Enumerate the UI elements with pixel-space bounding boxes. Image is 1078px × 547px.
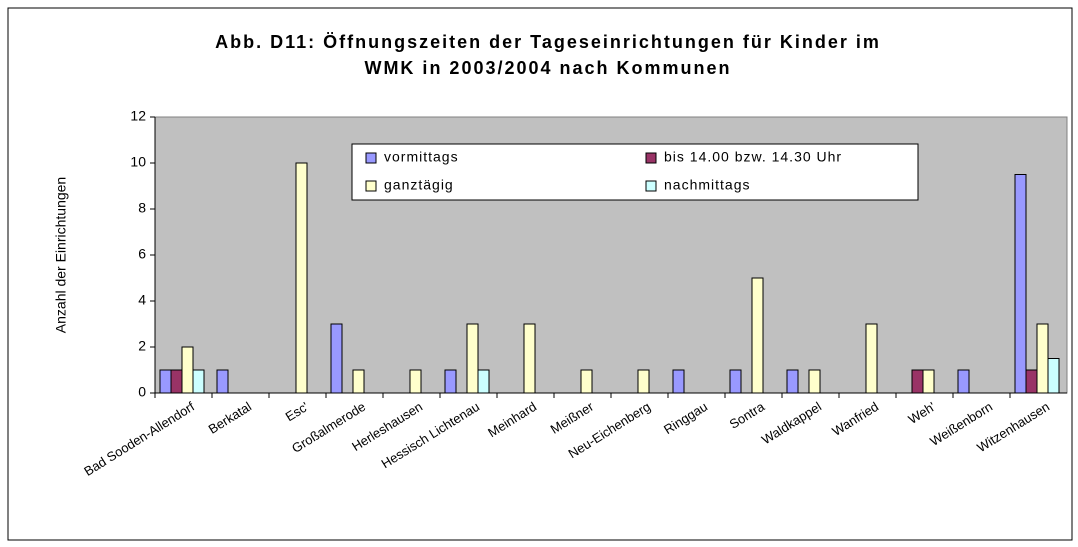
bar	[911, 369, 924, 394]
y-tick-label: 2	[138, 338, 146, 354]
bar	[330, 323, 343, 394]
y-axis-label: Anzahl der Einrichtungen	[53, 177, 69, 333]
bar	[192, 369, 205, 394]
y-tick-label: 12	[130, 108, 146, 124]
bar	[637, 369, 650, 394]
bar	[1036, 323, 1049, 394]
legend-label: ganztägig	[384, 177, 454, 193]
legend-swatch	[365, 152, 377, 164]
bar	[580, 369, 593, 394]
bar	[751, 277, 764, 394]
y-tick-label: 0	[138, 384, 146, 400]
bar	[922, 369, 935, 394]
legend-swatch	[365, 180, 377, 192]
chart-title: WMK in 2003/2004 nach Kommunen	[364, 58, 731, 78]
bar	[170, 369, 183, 394]
legend-label: bis 14.00 bzw. 14.30 Uhr	[664, 149, 842, 165]
bar	[352, 369, 365, 394]
bar	[477, 369, 490, 394]
bar	[672, 369, 685, 394]
chart-title: Abb. D11: Öffnungszeiten der Tageseinric…	[215, 32, 881, 52]
bar	[865, 323, 878, 394]
bar	[1025, 369, 1038, 394]
bar	[466, 323, 479, 394]
bar	[957, 369, 970, 394]
legend-swatch	[645, 152, 657, 164]
bar	[729, 369, 742, 394]
bar	[295, 162, 308, 394]
bar	[1047, 358, 1060, 394]
bar	[216, 369, 229, 394]
bar	[1014, 174, 1027, 394]
y-tick-label: 10	[130, 154, 146, 170]
legend-label: vormittags	[384, 149, 459, 165]
bar	[444, 369, 457, 394]
y-tick-label: 4	[138, 292, 146, 308]
bar	[409, 369, 422, 394]
y-tick-label: 8	[138, 200, 146, 216]
legend-swatch	[645, 180, 657, 192]
bar	[808, 369, 821, 394]
bar	[159, 369, 172, 394]
y-tick-label: 6	[138, 246, 146, 262]
bar	[786, 369, 799, 394]
legend-label: nachmittags	[664, 177, 750, 193]
legend-box	[351, 143, 919, 201]
bar	[523, 323, 536, 394]
bar	[181, 346, 194, 394]
